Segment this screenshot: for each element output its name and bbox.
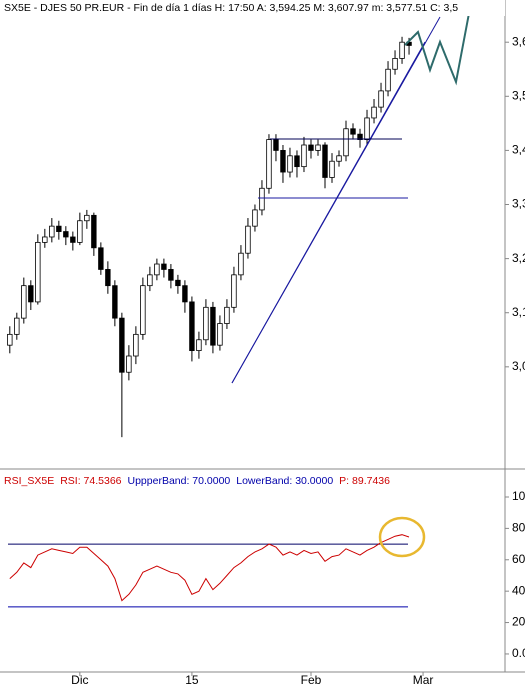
x-tick-label: Dic xyxy=(71,673,88,687)
candle-body xyxy=(357,133,363,140)
rsi-legend: RSI_SX5E RSI: 74.5366 UppperBand: 70.0000 L… xyxy=(4,475,390,487)
candle-body xyxy=(126,355,132,373)
candle-body xyxy=(273,139,279,151)
candle-body xyxy=(161,263,167,270)
candle-body xyxy=(70,236,76,243)
highlight-circle xyxy=(378,516,426,558)
candle-body xyxy=(280,150,286,173)
candle-body xyxy=(63,231,69,238)
rsi-line xyxy=(9,534,410,602)
candle-body xyxy=(301,144,307,168)
candle-body xyxy=(21,285,27,319)
candle-body xyxy=(7,333,13,346)
candle-body xyxy=(105,269,111,287)
y-tick-label: 3,000.- xyxy=(512,359,525,373)
candle-body xyxy=(392,58,398,70)
x-tick-label: Mar xyxy=(413,673,434,687)
candle-body xyxy=(315,144,321,151)
candle-body xyxy=(84,214,90,222)
y-tick-label: 3,200.- xyxy=(512,251,525,265)
candle-body xyxy=(98,247,104,270)
y-tick-label: 20.00 xyxy=(512,615,525,629)
candle-body xyxy=(343,128,349,157)
candle-body xyxy=(133,333,139,357)
candle-body xyxy=(308,144,314,151)
candle-body xyxy=(329,160,335,178)
y-tick-label: 3,400.- xyxy=(512,143,525,157)
y-tick-label: 60.00 xyxy=(512,552,525,566)
candle-body xyxy=(217,323,223,346)
candle-body xyxy=(238,252,244,276)
candle-body xyxy=(77,220,83,243)
candle-body xyxy=(259,187,265,211)
chart-title: SX5E - DJES 50 PR.EUR - Fin de día 1 día… xyxy=(4,2,458,14)
legend-entry: RSI_SX5E xyxy=(4,475,54,487)
y-tick-label: 100.00 xyxy=(512,489,525,503)
y-tick-label: 80.00 xyxy=(512,521,525,535)
candle-body xyxy=(182,285,188,303)
candle-body xyxy=(14,317,20,335)
candle-body xyxy=(49,225,55,238)
candle-body xyxy=(28,285,34,303)
y-tick-label: 0.00 xyxy=(512,646,525,660)
candle-body xyxy=(322,144,328,178)
candle-body xyxy=(42,236,48,243)
candle-body xyxy=(196,339,202,351)
legend-entry: P: 89.7436 xyxy=(339,475,390,487)
candle-body xyxy=(385,68,391,92)
candle-body xyxy=(245,225,251,254)
candle-body xyxy=(224,306,230,324)
candle-body xyxy=(35,241,41,303)
candle-body xyxy=(140,285,146,335)
candle-body xyxy=(287,155,293,173)
candle-body xyxy=(189,301,195,351)
candle-body xyxy=(371,106,377,119)
y-tick-label: 40.00 xyxy=(512,583,525,597)
projection-zigzag xyxy=(404,7,471,86)
candle-body xyxy=(210,306,216,346)
legend-entry: RSI: 74.5366 xyxy=(60,475,121,487)
candle-body xyxy=(252,209,258,227)
y-tick-label: 3,300.- xyxy=(512,197,525,211)
header-bg xyxy=(0,0,505,16)
trend-line xyxy=(231,41,426,384)
candle-body xyxy=(336,155,342,162)
legend-entry: UppperBand: 70.0000 xyxy=(128,475,231,487)
candle-body xyxy=(147,274,153,287)
candle-body xyxy=(56,225,62,232)
candle-body xyxy=(231,274,237,308)
plot-layer xyxy=(7,36,509,676)
candle-body xyxy=(399,41,405,59)
x-tick-label: 15 xyxy=(185,673,199,687)
legend-entry: LowerBand: 30.0000 xyxy=(236,475,333,487)
candle-body xyxy=(378,90,384,108)
candle-body xyxy=(112,285,118,319)
y-tick-label: 3,600.- xyxy=(512,34,525,48)
candle-body xyxy=(154,263,160,276)
candle-body xyxy=(168,269,174,281)
candle-body xyxy=(294,155,300,168)
candle-body xyxy=(364,117,370,140)
x-tick-label: Feb xyxy=(301,673,322,687)
candle-body xyxy=(119,317,125,373)
y-tick-label: 3,100.- xyxy=(512,305,525,319)
candle-body xyxy=(91,214,97,249)
candle-body xyxy=(175,279,181,287)
candle-body xyxy=(350,128,356,135)
candle-body xyxy=(203,306,209,341)
candle-body xyxy=(266,139,272,189)
y-tick-label: 3,500.- xyxy=(512,88,525,102)
